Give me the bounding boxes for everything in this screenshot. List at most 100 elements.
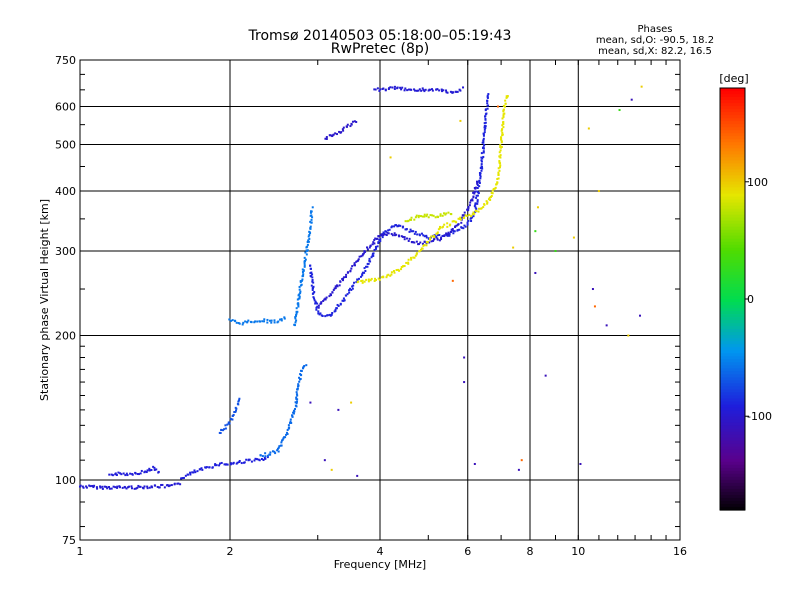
data-point [483, 122, 486, 125]
data-point [357, 280, 360, 283]
data-point [434, 216, 437, 219]
data-point [288, 421, 291, 424]
data-point [303, 262, 306, 265]
data-point [442, 89, 445, 92]
colorbar-segment [720, 356, 745, 360]
colorbar-segment [720, 145, 745, 149]
colorbar-segment [720, 449, 745, 454]
data-point [364, 269, 367, 272]
data-point [441, 90, 444, 93]
data-point [349, 269, 352, 272]
x-tick-label: 1 [77, 545, 84, 558]
data-point [399, 224, 402, 227]
data-point [520, 459, 523, 462]
data-point [413, 88, 416, 91]
data-point [247, 458, 250, 461]
colorbar-segment [720, 335, 745, 339]
data-point [407, 219, 410, 222]
data-point [431, 214, 434, 217]
data-point [475, 194, 478, 197]
data-point [363, 280, 366, 283]
y-tick-label: 100 [55, 474, 76, 487]
data-point [367, 278, 370, 281]
data-point [452, 91, 455, 94]
data-point [391, 234, 394, 237]
data-point [417, 89, 420, 92]
data-point [208, 466, 211, 469]
colorbar-segment [720, 410, 745, 415]
data-point [438, 239, 441, 242]
data-point [425, 236, 428, 239]
data-point [353, 120, 356, 123]
data-point [303, 256, 306, 259]
data-point [355, 260, 358, 263]
data-point [404, 220, 407, 223]
data-point [421, 87, 424, 90]
data-point [136, 486, 139, 489]
data-point [618, 109, 621, 112]
data-point [429, 238, 432, 241]
data-point [361, 273, 364, 276]
data-point [407, 261, 410, 264]
data-point [474, 186, 477, 189]
colorbar-segment [720, 371, 745, 375]
data-point [114, 486, 117, 489]
data-point [341, 128, 344, 131]
data-point [170, 484, 173, 487]
data-point [205, 466, 208, 469]
data-point [148, 469, 151, 472]
colorbar-segment [720, 169, 745, 173]
data-point [346, 271, 349, 274]
data-point [177, 482, 180, 485]
data-point [266, 321, 269, 324]
data-point [277, 450, 280, 453]
colorbar-segment [720, 377, 745, 381]
data-point [410, 218, 413, 221]
data-point [180, 477, 183, 480]
data-point [298, 380, 301, 383]
data-point [334, 287, 337, 290]
data-point [597, 190, 600, 193]
data-point [410, 241, 413, 244]
y-tick-label: 500 [55, 139, 76, 152]
data-point [372, 252, 375, 255]
data-point [431, 89, 434, 92]
data-point [447, 211, 450, 214]
data-point [419, 215, 422, 218]
data-point [302, 367, 305, 370]
data-point [117, 471, 120, 474]
data-point [387, 273, 390, 276]
colorbar-segment [720, 166, 745, 170]
data-point [384, 89, 387, 92]
data-point [340, 131, 343, 134]
data-point [413, 256, 416, 259]
colorbar-segment [720, 305, 745, 309]
data-point [483, 126, 486, 129]
colorbar-segment [720, 256, 745, 261]
data-point [237, 400, 240, 403]
data-point [260, 457, 263, 460]
data-point [370, 256, 373, 259]
data-point [415, 214, 418, 217]
data-point [459, 216, 462, 219]
data-point [490, 191, 493, 194]
data-point [379, 234, 382, 237]
data-point [372, 241, 375, 244]
data-point [342, 279, 345, 282]
data-point [428, 241, 431, 244]
data-point [502, 126, 505, 129]
data-point [280, 444, 283, 447]
colorbar-segment [720, 494, 745, 499]
data-point [280, 318, 283, 321]
data-point [259, 454, 262, 457]
data-point [381, 236, 384, 239]
data-point [286, 433, 289, 436]
data-point [324, 137, 327, 140]
y-tick-label: 400 [55, 185, 76, 198]
data-point [369, 244, 372, 247]
data-point [295, 398, 298, 401]
data-point [476, 194, 479, 197]
data-point [229, 463, 232, 466]
colorbar-segment [720, 326, 745, 330]
data-point [497, 167, 500, 170]
